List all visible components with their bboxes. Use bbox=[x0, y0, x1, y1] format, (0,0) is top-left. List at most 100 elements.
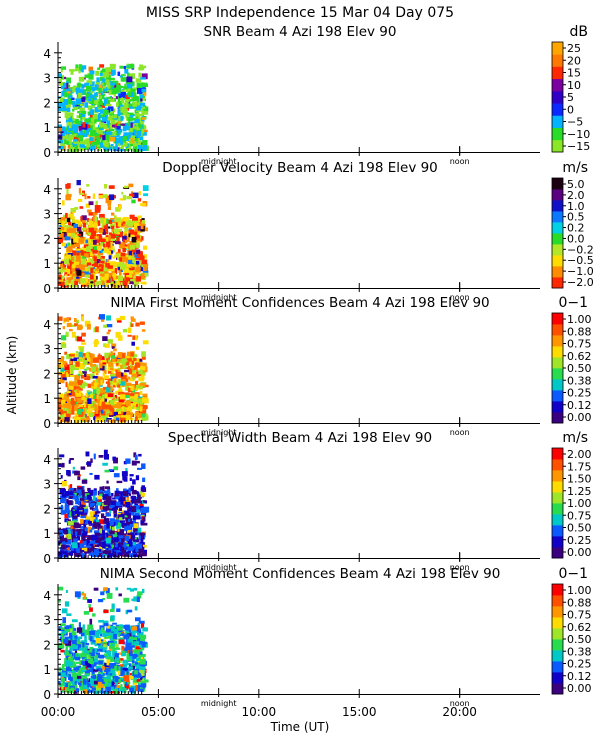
heatmap-cell bbox=[74, 525, 79, 528]
heatmap-cell bbox=[84, 670, 90, 674]
heatmap-cell bbox=[110, 518, 116, 522]
heatmap-cell bbox=[113, 473, 120, 478]
colorbar-swatch bbox=[552, 514, 563, 526]
heatmap-cell bbox=[123, 411, 127, 418]
y-tick-label: 0 bbox=[43, 417, 51, 431]
heatmap-cell bbox=[135, 242, 140, 248]
heatmap-cell bbox=[80, 519, 84, 524]
heatmap-cell bbox=[84, 505, 89, 511]
heatmap-cell bbox=[83, 382, 88, 387]
heatmap-cell bbox=[87, 268, 91, 273]
heatmap-cell bbox=[97, 220, 101, 226]
heatmap-cell bbox=[102, 372, 105, 376]
heatmap-cell bbox=[76, 83, 83, 87]
heatmap-cell bbox=[77, 404, 83, 408]
heatmap-cell bbox=[129, 99, 135, 102]
heatmap-cell bbox=[81, 342, 87, 345]
heatmap-cell bbox=[109, 277, 115, 282]
heatmap-cell bbox=[137, 533, 142, 536]
heatmap-cell bbox=[60, 69, 63, 73]
heatmap-cell bbox=[64, 417, 70, 422]
heatmap-cell bbox=[84, 417, 91, 423]
heatmap-cell bbox=[88, 94, 95, 99]
heatmap-cell bbox=[141, 485, 145, 490]
heatmap-cell bbox=[94, 631, 100, 637]
heatmap-cell bbox=[93, 262, 98, 267]
heatmap-cell bbox=[127, 334, 132, 337]
heatmap-cell bbox=[114, 490, 120, 495]
heatmap-cell bbox=[80, 269, 86, 273]
heatmap-cell bbox=[108, 126, 111, 132]
heatmap-cell bbox=[115, 501, 122, 506]
heatmap-cell bbox=[64, 505, 70, 512]
heatmap-cell bbox=[70, 208, 77, 212]
heatmap-cell bbox=[139, 223, 144, 230]
heatmap-cell bbox=[109, 521, 115, 526]
heatmap-cell bbox=[74, 206, 79, 210]
heatmap-cell bbox=[79, 206, 84, 209]
heatmap-cell bbox=[140, 406, 143, 412]
heatmap-cell bbox=[77, 379, 84, 384]
heatmap-cell bbox=[136, 538, 140, 543]
heatmap-cell bbox=[84, 145, 88, 150]
heatmap-cell bbox=[137, 506, 142, 510]
heatmap-cell bbox=[68, 399, 72, 402]
heatmap-cell bbox=[100, 675, 103, 678]
time-marker-label: noon bbox=[450, 428, 470, 437]
heatmap-cell bbox=[115, 681, 118, 687]
heatmap-cell bbox=[101, 390, 108, 396]
heatmap-cell bbox=[108, 653, 112, 657]
heatmap-cell bbox=[136, 678, 143, 682]
heatmap-cell bbox=[135, 249, 141, 254]
heatmap-cell bbox=[84, 82, 89, 88]
heatmap-cell bbox=[127, 143, 132, 150]
heatmap-cell bbox=[109, 504, 115, 508]
heatmap-cell bbox=[97, 384, 100, 390]
heatmap-cell bbox=[119, 260, 124, 266]
heatmap-cell bbox=[92, 87, 96, 92]
heatmap-cell bbox=[94, 404, 98, 410]
heatmap-cell bbox=[115, 275, 120, 279]
heatmap-cell bbox=[103, 375, 109, 379]
heatmap-cell bbox=[65, 660, 70, 667]
heatmap-cell bbox=[135, 625, 140, 631]
heatmap-cell bbox=[71, 264, 77, 269]
heatmap-cell bbox=[105, 197, 112, 204]
heatmap-cell bbox=[121, 510, 124, 513]
heatmap-cell bbox=[101, 82, 105, 86]
heatmap-cell bbox=[133, 632, 136, 635]
heatmap-cell bbox=[89, 86, 93, 90]
heatmap-cell bbox=[127, 538, 133, 544]
heatmap-cell bbox=[58, 359, 64, 362]
heatmap-cell bbox=[86, 462, 92, 466]
heatmap-cell bbox=[64, 658, 67, 664]
heatmap-cell bbox=[98, 619, 104, 623]
heatmap-cell bbox=[120, 522, 124, 527]
heatmap-cell bbox=[81, 676, 85, 680]
heatmap-cell bbox=[116, 685, 121, 688]
heatmap-cell bbox=[118, 384, 122, 391]
heatmap-cell bbox=[113, 228, 117, 235]
heatmap-cell bbox=[79, 507, 84, 511]
heatmap-cell bbox=[131, 373, 137, 378]
figure-title: MISS SRP Independence 15 Mar 04 Day 075 bbox=[146, 5, 454, 21]
heatmap-cell bbox=[73, 107, 78, 111]
heatmap-cell bbox=[117, 141, 122, 144]
heatmap-cell bbox=[135, 228, 138, 233]
heatmap-cell bbox=[111, 508, 116, 511]
heatmap-cell bbox=[125, 628, 131, 633]
heatmap-cell bbox=[100, 634, 103, 637]
heatmap-cell bbox=[81, 681, 84, 688]
heatmap-cell bbox=[68, 116, 72, 123]
heatmap-cell bbox=[130, 278, 135, 282]
panel-title: Doppler Velocity Beam 4 Azi 198 Elev 90 bbox=[162, 160, 438, 176]
heatmap-cell bbox=[120, 664, 124, 667]
heatmap-cell bbox=[86, 390, 91, 393]
heatmap-cell bbox=[113, 410, 120, 413]
heatmap-cell bbox=[75, 391, 82, 397]
heatmap-cell bbox=[64, 601, 70, 607]
heatmap-cell bbox=[66, 681, 72, 684]
heatmap-cell bbox=[80, 250, 87, 256]
heatmap-cell bbox=[86, 324, 91, 330]
heatmap-cell bbox=[117, 320, 122, 323]
